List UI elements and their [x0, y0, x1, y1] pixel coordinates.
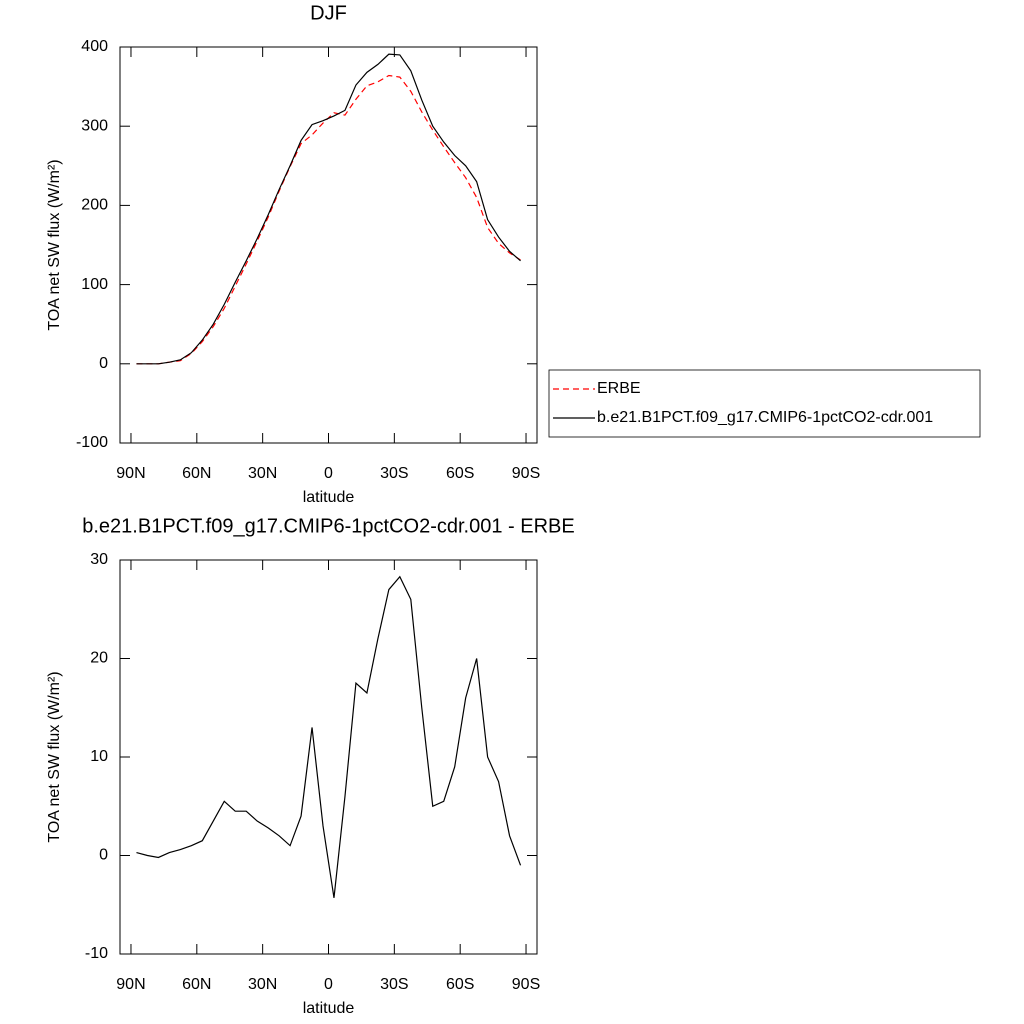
x-tick-label: 30S	[380, 465, 408, 482]
x-tick-label: 0	[324, 976, 333, 993]
data-line	[136, 575, 522, 898]
plot-frame	[119, 559, 538, 955]
chart-title: b.e21.B1PCT.f09_g17.CMIP6-1pctCO2-cdr.00…	[82, 515, 574, 537]
data-line	[136, 53, 521, 365]
y-tick-label: 20	[90, 650, 108, 667]
chart-title: DJF	[310, 2, 347, 24]
y-tick-label: 400	[81, 38, 108, 55]
y-tick-label: -100	[76, 434, 108, 451]
x-tick-label: 60S	[446, 465, 474, 482]
x-tick-label: 60N	[182, 976, 211, 993]
y-tick-label: 0	[99, 847, 108, 864]
legend-label: ERBE	[597, 380, 641, 397]
y-tick-label: 0	[99, 355, 108, 372]
y-tick-label: 30	[90, 551, 108, 568]
x-tick-label: 90N	[116, 976, 145, 993]
y-tick-label: -10	[85, 945, 108, 962]
x-tick-label: 90N	[116, 465, 145, 482]
x-axis-label: latitude	[303, 489, 355, 506]
x-tick-label: 30N	[248, 465, 277, 482]
y-tick-label: 300	[81, 117, 108, 134]
y-axis-label: TOA net SW flux (W/m²)	[46, 159, 63, 330]
x-tick-label: 90S	[512, 465, 540, 482]
x-axis-label: latitude	[303, 1000, 355, 1017]
x-tick-label: 30S	[380, 976, 408, 993]
y-tick-label: 100	[81, 276, 108, 293]
x-tick-label: 60N	[182, 465, 211, 482]
y-tick-label: 200	[81, 197, 108, 214]
plot-frame	[119, 46, 538, 444]
x-tick-label: 90S	[512, 976, 540, 993]
x-tick-label: 0	[324, 465, 333, 482]
y-axis-label: TOA net SW flux (W/m²)	[46, 671, 63, 842]
x-tick-label: 60S	[446, 976, 474, 993]
legend-label: b.e21.B1PCT.f09_g17.CMIP6-1pctCO2-cdr.00…	[597, 409, 933, 426]
x-tick-label: 30N	[248, 976, 277, 993]
legend-box	[548, 369, 981, 438]
y-tick-label: 10	[90, 748, 108, 765]
